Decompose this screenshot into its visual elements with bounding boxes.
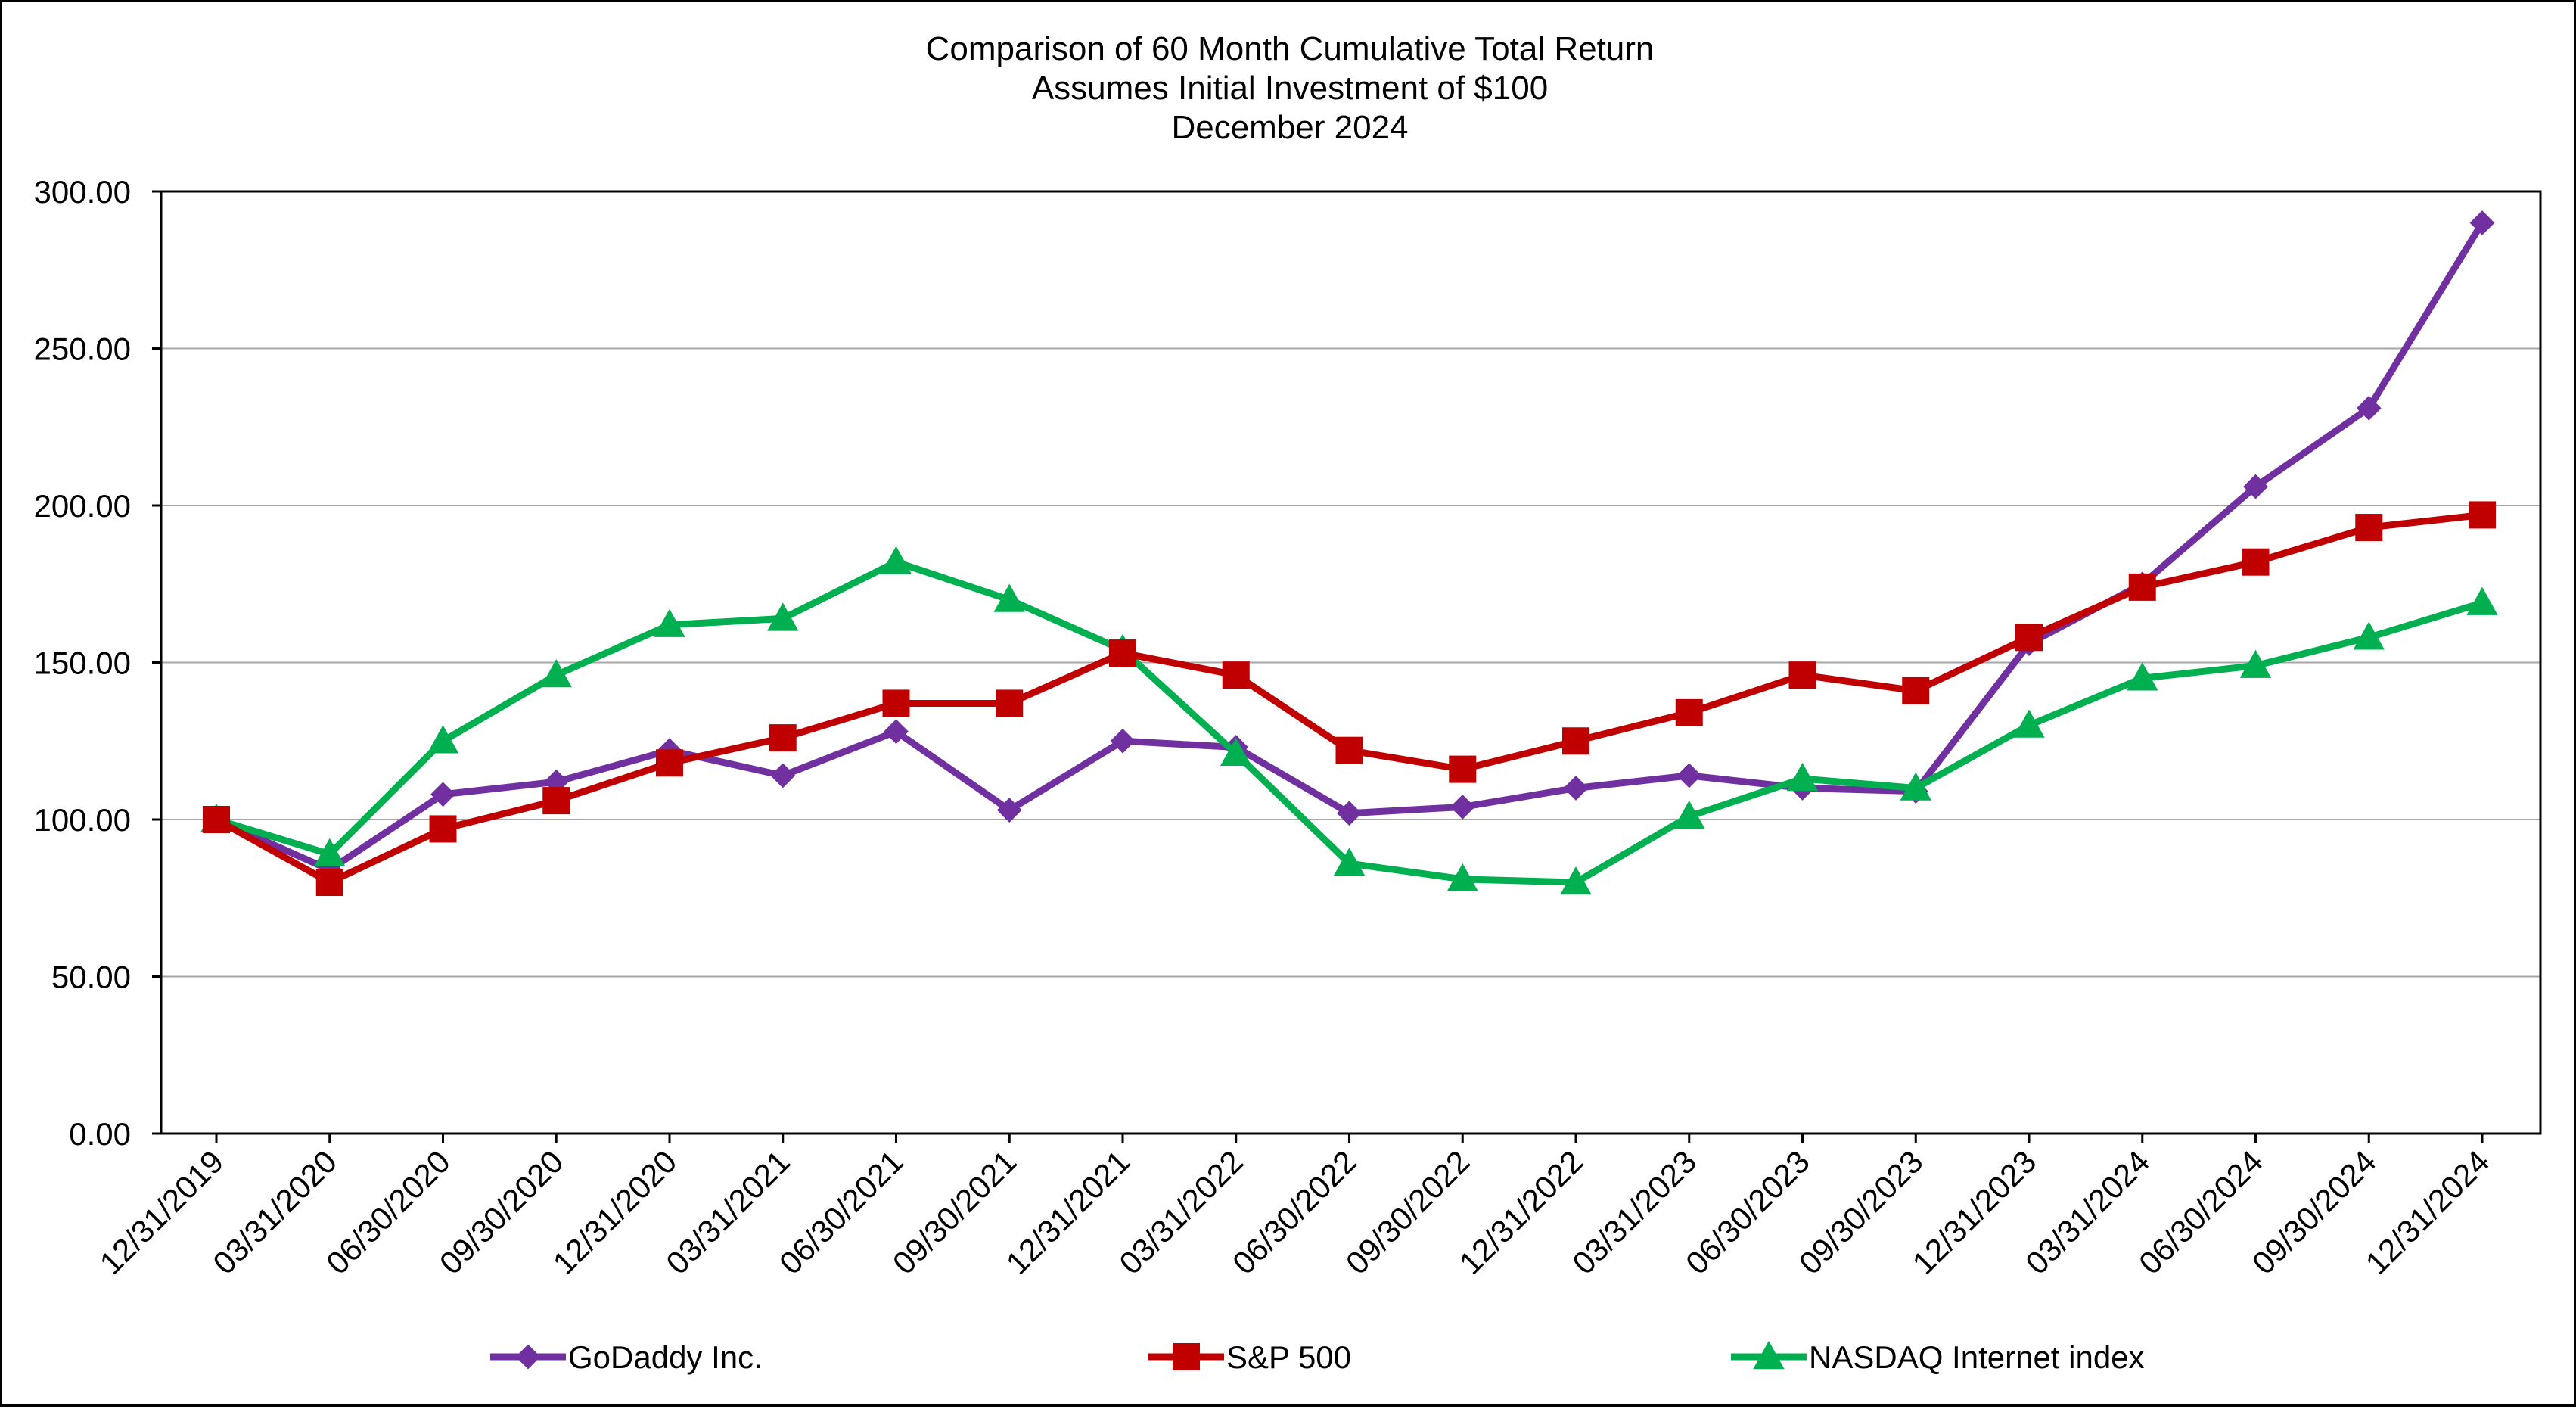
data-point-s-p-500 <box>1222 661 1250 689</box>
y-tick-label: 100.00 <box>34 802 131 838</box>
chart-title-line-2: Assumes Initial Investment of $100 <box>1032 70 1548 107</box>
y-tick-label: 250.00 <box>34 331 131 367</box>
data-point-nasdaq-internet-index <box>540 659 572 688</box>
data-point-s-p-500 <box>769 724 797 752</box>
data-point-godaddy-inc <box>1337 801 1362 826</box>
x-axis: 12/31/201903/31/202006/30/202009/30/2020… <box>92 1134 2496 1281</box>
data-point-s-p-500 <box>2242 548 2270 576</box>
data-point-s-p-500 <box>1902 677 1930 704</box>
data-point-nasdaq-internet-index <box>1786 762 1819 792</box>
data-point-godaddy-inc <box>2469 210 2495 235</box>
data-point-nasdaq-internet-index <box>654 608 685 637</box>
data-point-s-p-500 <box>882 689 910 717</box>
data-point-nasdaq-internet-index <box>993 583 1025 612</box>
chart-title-line-3: December 2024 <box>1171 109 1408 146</box>
data-point-s-p-500 <box>542 787 570 815</box>
data-point-s-p-500 <box>2128 573 2156 601</box>
data-point-nasdaq-internet-index <box>2013 709 2045 738</box>
data-point-godaddy-inc <box>1110 728 1136 754</box>
gridlines <box>161 347 2540 978</box>
data-point-nasdaq-internet-index <box>767 602 799 631</box>
legend-item-nasdaq-internet-index: NASDAQ Internet index <box>1731 1339 2145 1375</box>
legend-marker <box>1753 1340 1785 1370</box>
data-point-s-p-500 <box>2469 501 2496 529</box>
series-line-nasdaq-internet-index <box>215 558 2484 886</box>
legend-marker <box>515 1344 541 1370</box>
data-point-nasdaq-internet-index <box>314 838 346 866</box>
legend-label: NASDAQ Internet index <box>1809 1339 2145 1375</box>
data-point-godaddy-inc <box>1676 763 1702 788</box>
data-point-s-p-500 <box>1109 639 1136 667</box>
chart-title: Comparison of 60 Month Cumulative Total … <box>926 30 1655 146</box>
data-point-godaddy-inc <box>1450 794 1475 820</box>
y-tick-label: 300.00 <box>34 174 131 210</box>
data-point-nasdaq-internet-index <box>427 725 459 754</box>
legend-marker <box>1173 1343 1200 1370</box>
chart-title-line-1: Comparison of 60 Month Cumulative Total … <box>926 30 1655 67</box>
data-point-nasdaq-internet-index <box>1900 772 1931 801</box>
data-point-nasdaq-internet-index <box>2239 649 2272 678</box>
series-lines <box>200 210 2498 896</box>
data-point-s-p-500 <box>315 869 343 896</box>
series-godaddy-inc <box>204 210 2495 882</box>
y-tick-label: 150.00 <box>34 645 131 681</box>
legend-item-s-p-500: S&P 500 <box>1148 1339 1351 1375</box>
data-point-s-p-500 <box>1562 727 1589 755</box>
x-tick-label: 12/31/2024 <box>2358 1143 2496 1281</box>
data-point-nasdaq-internet-index <box>2466 586 2498 615</box>
data-point-s-p-500 <box>996 689 1024 717</box>
series-s-p-500 <box>203 501 2496 896</box>
data-point-godaddy-inc <box>430 782 455 807</box>
data-point-godaddy-inc <box>1563 776 1589 801</box>
y-axis: 0.00 50.00 100.00 150.00 200.00 250.00 300.00 <box>34 174 161 1152</box>
legend-label: GoDaddy Inc. <box>568 1339 763 1375</box>
data-point-nasdaq-internet-index <box>880 546 912 574</box>
data-point-nasdaq-internet-index <box>1333 848 1366 876</box>
data-point-godaddy-inc <box>770 763 796 788</box>
data-point-s-p-500 <box>2015 624 2043 652</box>
data-point-godaddy-inc <box>2243 474 2268 499</box>
data-point-s-p-500 <box>1335 736 1363 764</box>
legend-label: S&P 500 <box>1226 1339 1351 1375</box>
data-point-nasdaq-internet-index <box>2127 662 2158 691</box>
data-point-nasdaq-internet-index <box>1673 800 1705 829</box>
data-point-nasdaq-internet-index <box>1220 737 1252 767</box>
data-point-s-p-500 <box>1788 661 1816 689</box>
legend-item-godaddy-inc: GoDaddy Inc. <box>490 1339 763 1375</box>
data-point-s-p-500 <box>2355 514 2383 542</box>
data-point-s-p-500 <box>656 749 683 777</box>
data-point-nasdaq-internet-index <box>1446 863 1478 892</box>
data-point-godaddy-inc <box>996 798 1022 823</box>
data-point-s-p-500 <box>429 815 457 843</box>
data-point-nasdaq-internet-index <box>2353 621 2385 650</box>
y-tick-label: 0.00 <box>69 1116 131 1152</box>
data-point-godaddy-inc <box>884 719 909 745</box>
data-point-s-p-500 <box>1449 755 1477 783</box>
y-tick-label: 200.00 <box>34 488 131 524</box>
y-tick-label: 50.00 <box>51 960 131 995</box>
series-line-s-p-500 <box>214 511 2483 886</box>
data-point-s-p-500 <box>203 806 230 833</box>
legend: GoDaddy Inc. S&P 500 NASDAQ Internet index <box>490 1339 2145 1375</box>
data-point-nasdaq-internet-index <box>1560 866 1592 895</box>
data-point-s-p-500 <box>1675 698 1703 726</box>
data-point-godaddy-inc <box>2356 395 2382 421</box>
